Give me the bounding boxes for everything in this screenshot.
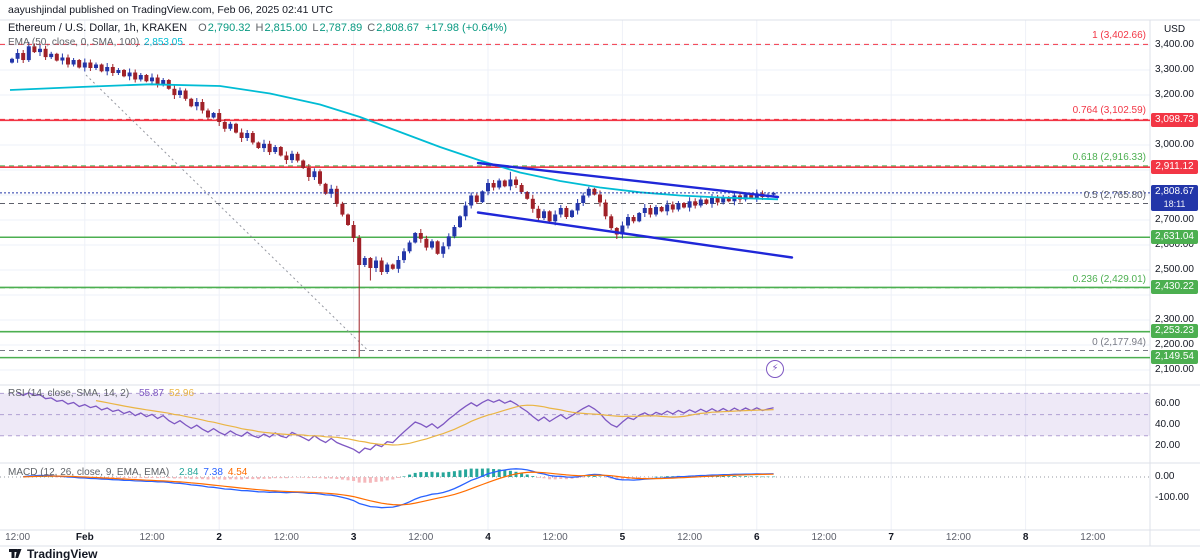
rsi-line — [17, 391, 774, 454]
macd-line — [23, 468, 774, 509]
macd-signal-line — [23, 471, 774, 506]
trendline — [476, 161, 780, 199]
rsi-ma-line — [95, 400, 774, 446]
attribution-bar: aayushjindal published on TradingView.co… — [8, 4, 333, 16]
trendline — [476, 211, 794, 259]
macd-histogram — [27, 468, 776, 483]
gridlines — [0, 20, 1150, 530]
fib-diagonal-line — [85, 74, 369, 351]
candles — [10, 42, 776, 357]
attribution-text: aayushjindal published on TradingView.co… — [8, 4, 333, 16]
ema-line — [9, 83, 779, 201]
